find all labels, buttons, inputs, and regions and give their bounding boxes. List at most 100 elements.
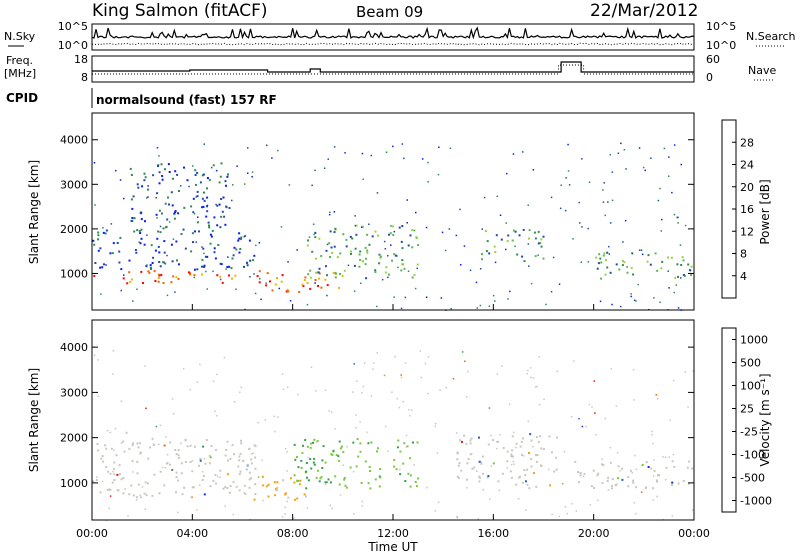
power-cell: [157, 280, 160, 283]
velocity-cell: [137, 446, 140, 449]
velocity-cell: [352, 391, 354, 393]
power-cell: [358, 253, 361, 256]
power-cell: [623, 261, 626, 264]
velocity-cell: [132, 494, 135, 497]
velocity-cell: [553, 470, 556, 473]
freq-panel-frame: [91, 55, 695, 83]
velocity-cell: [228, 491, 231, 494]
velocity-cell: [324, 461, 327, 464]
power-cell: [136, 183, 139, 186]
velocity-cell: [426, 486, 428, 489]
velocity-cell: [524, 474, 527, 477]
velocity-cell: [240, 439, 242, 442]
power-cell: [119, 179, 122, 181]
power-cell: [140, 270, 143, 273]
velocity-cell: [316, 440, 319, 442]
velocity-cell: [530, 376, 532, 379]
velocity-cell: [413, 464, 415, 466]
power-cell: [191, 232, 194, 235]
power-cell: [388, 233, 390, 236]
velocity-cell: [128, 447, 131, 450]
power-cell: [324, 278, 327, 281]
power-cell: [376, 305, 378, 308]
power-cell: [147, 185, 149, 187]
power-cell: [206, 204, 209, 207]
velocity-cell: [284, 448, 287, 450]
velocity-cell: [352, 471, 355, 473]
velocity-cell: [281, 373, 284, 375]
velocity-cell: [482, 472, 484, 475]
velocity-cell: [496, 373, 498, 375]
velocity-cell: [324, 481, 327, 484]
power-cell: [170, 243, 173, 246]
power-cell: [102, 227, 104, 229]
velocity-cell: [316, 469, 319, 472]
power-cell: [559, 207, 562, 210]
velocity-cell: [607, 476, 610, 479]
power-colorbar-tick-label: 24: [740, 159, 754, 172]
power-cell: [204, 255, 207, 258]
velocity-cell: [184, 438, 187, 441]
velocity-cell: [532, 472, 535, 475]
velocity-cell: [512, 460, 515, 463]
velocity-cell: [406, 445, 409, 448]
velocity-cell: [265, 485, 268, 488]
power-cell: [507, 298, 509, 300]
power-cell: [374, 269, 377, 272]
velocity-cell: [310, 366, 313, 369]
power-cell: [182, 228, 185, 231]
power-cell: [158, 171, 161, 174]
velocity-cell: [662, 456, 664, 458]
velocity-cell: [457, 464, 460, 467]
velocity-cell: [542, 448, 545, 450]
power-cell: [680, 163, 682, 166]
velocity-cell: [203, 493, 206, 496]
power-cell: [238, 251, 241, 254]
power-cell: [132, 300, 134, 302]
power-cell: [179, 185, 182, 187]
power-cell: [522, 151, 524, 153]
power-cell: [253, 254, 256, 257]
cpid-panel: CPID normalsound (fast) 157 RF: [6, 88, 277, 108]
velocity-cell: [229, 457, 232, 460]
power-cell: [260, 298, 262, 301]
velocity-cell: [615, 405, 618, 407]
power-cell: [146, 264, 148, 266]
velocity-cell: [355, 465, 358, 468]
velocity-cell: [582, 475, 585, 477]
velocity-cell: [436, 452, 439, 454]
velocity-cell: [652, 442, 654, 445]
power-cell: [632, 273, 635, 276]
velocity-cell: [525, 509, 527, 511]
power-cell: [166, 254, 168, 257]
velocity-cell: [391, 391, 393, 393]
power-cell: [687, 263, 690, 266]
velocity-cell: [239, 470, 242, 473]
velocity-cell: [458, 462, 461, 465]
power-cell: [415, 211, 417, 214]
power-cell: [190, 250, 193, 253]
velocity-cell: [242, 459, 245, 462]
velocity-cell: [522, 455, 525, 457]
velocity-cell: [692, 370, 694, 372]
velocity-cell: [284, 506, 286, 509]
velocity-cell: [315, 441, 318, 443]
velocity-cell: [214, 474, 217, 477]
velocity-cell: [558, 515, 560, 518]
velocity-cell: [95, 479, 98, 481]
power-cell: [326, 243, 329, 246]
power-cell: [249, 260, 251, 262]
velocity-cell: [138, 442, 141, 445]
power-cell: [206, 187, 208, 190]
power-cell: [494, 251, 497, 253]
velocity-cell: [209, 485, 212, 488]
velocity-cell: [455, 432, 458, 434]
power-cell: [216, 274, 219, 277]
velocity-cell: [109, 431, 112, 434]
velocity-cell: [465, 396, 468, 398]
velocity-cell: [540, 464, 543, 467]
power-cell: [280, 226, 283, 228]
power-cell: [174, 291, 176, 293]
power-cell: [534, 237, 537, 240]
power-cell: [199, 181, 202, 184]
